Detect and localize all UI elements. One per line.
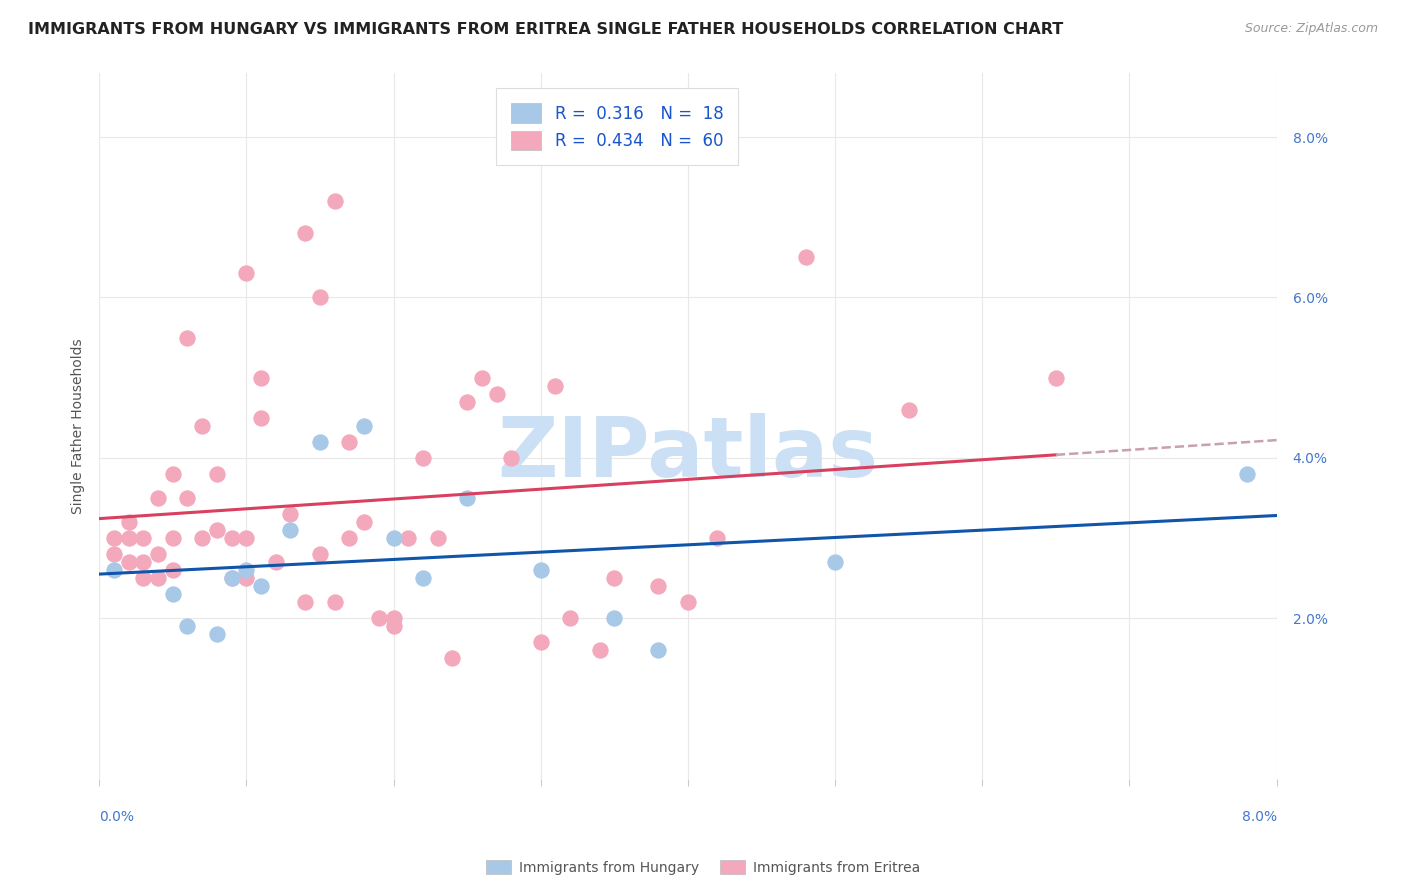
Point bbox=[426, 531, 449, 545]
Point bbox=[250, 370, 273, 384]
Point bbox=[456, 491, 478, 505]
Point bbox=[205, 467, 228, 481]
Point bbox=[501, 450, 523, 465]
Point bbox=[117, 555, 139, 569]
Y-axis label: Single Father Households: Single Father Households bbox=[72, 338, 86, 514]
Point bbox=[309, 547, 332, 561]
Point bbox=[162, 531, 184, 545]
Point bbox=[221, 531, 243, 545]
Point bbox=[264, 555, 287, 569]
Point bbox=[471, 370, 494, 384]
Point bbox=[132, 555, 155, 569]
Legend: R =  0.316  N =  18, R =  0.434  N =  60: R = 0.316 N = 18, R = 0.434 N = 60 bbox=[496, 88, 738, 165]
Point bbox=[382, 611, 405, 625]
Point bbox=[221, 571, 243, 585]
Point bbox=[485, 386, 508, 401]
Text: ZIPatlas: ZIPatlas bbox=[498, 414, 879, 494]
Point bbox=[162, 563, 184, 577]
Point bbox=[103, 547, 125, 561]
Point bbox=[647, 643, 669, 657]
Point bbox=[162, 467, 184, 481]
Point bbox=[367, 611, 389, 625]
Point bbox=[337, 434, 360, 449]
Point bbox=[146, 491, 169, 505]
Point bbox=[558, 611, 581, 625]
Point bbox=[396, 531, 419, 545]
Point bbox=[706, 531, 728, 545]
Legend: Immigrants from Hungary, Immigrants from Eritrea: Immigrants from Hungary, Immigrants from… bbox=[479, 855, 927, 880]
Point bbox=[294, 227, 316, 241]
Point bbox=[897, 402, 920, 417]
Point bbox=[280, 507, 302, 521]
Point bbox=[382, 619, 405, 633]
Point bbox=[544, 378, 567, 392]
Point bbox=[294, 595, 316, 609]
Text: IMMIGRANTS FROM HUNGARY VS IMMIGRANTS FROM ERITREA SINGLE FATHER HOUSEHOLDS CORR: IMMIGRANTS FROM HUNGARY VS IMMIGRANTS FR… bbox=[28, 22, 1063, 37]
Point bbox=[146, 547, 169, 561]
Point bbox=[1045, 370, 1067, 384]
Point bbox=[323, 194, 346, 209]
Point bbox=[456, 394, 478, 409]
Point bbox=[353, 418, 375, 433]
Point bbox=[132, 571, 155, 585]
Point bbox=[441, 651, 464, 665]
Point bbox=[824, 555, 846, 569]
Point bbox=[191, 418, 214, 433]
Point bbox=[191, 531, 214, 545]
Point bbox=[235, 563, 257, 577]
Point bbox=[412, 571, 434, 585]
Point bbox=[176, 330, 198, 344]
Point bbox=[176, 619, 198, 633]
Point bbox=[250, 410, 273, 425]
Text: Source: ZipAtlas.com: Source: ZipAtlas.com bbox=[1244, 22, 1378, 36]
Point bbox=[309, 291, 332, 305]
Point bbox=[647, 579, 669, 593]
Point bbox=[382, 531, 405, 545]
Point bbox=[205, 627, 228, 641]
Point bbox=[603, 571, 626, 585]
Point bbox=[235, 267, 257, 281]
Point bbox=[235, 531, 257, 545]
Text: 0.0%: 0.0% bbox=[100, 810, 134, 824]
Point bbox=[323, 595, 346, 609]
Point bbox=[280, 523, 302, 537]
Point bbox=[412, 450, 434, 465]
Point bbox=[353, 515, 375, 529]
Point bbox=[103, 563, 125, 577]
Text: 8.0%: 8.0% bbox=[1241, 810, 1277, 824]
Point bbox=[794, 251, 817, 265]
Point bbox=[117, 531, 139, 545]
Point bbox=[205, 523, 228, 537]
Point bbox=[176, 491, 198, 505]
Point bbox=[588, 643, 610, 657]
Point bbox=[132, 531, 155, 545]
Point bbox=[337, 531, 360, 545]
Point bbox=[309, 434, 332, 449]
Point bbox=[117, 515, 139, 529]
Point bbox=[221, 571, 243, 585]
Point bbox=[103, 531, 125, 545]
Point bbox=[162, 587, 184, 601]
Point bbox=[603, 611, 626, 625]
Point bbox=[530, 635, 553, 649]
Point bbox=[250, 579, 273, 593]
Point bbox=[1236, 467, 1258, 481]
Point bbox=[146, 571, 169, 585]
Point bbox=[676, 595, 699, 609]
Point bbox=[530, 563, 553, 577]
Point bbox=[235, 571, 257, 585]
